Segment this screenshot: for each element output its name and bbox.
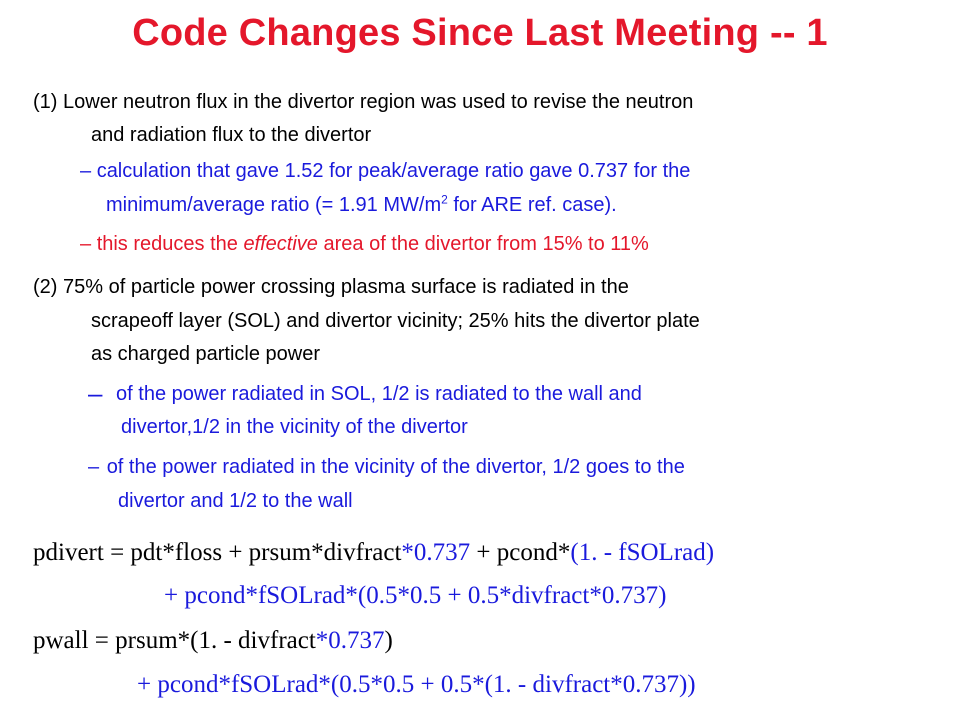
item1-subbullet1-text-b: for ARE ref. case). (447, 194, 617, 216)
item2-subbullet1-text: of the power radiated in SOL, 1/2 is rad… (116, 383, 642, 405)
superscript-2: 2 (441, 192, 448, 207)
item1-line2: and radiation flux to the divertor (91, 124, 372, 146)
dash-bullet: – (88, 378, 103, 408)
pwall-part-a: pwall = prsum*(1. - divfract (33, 627, 316, 654)
pdivert-equation-line1: pdivert = pdt*floss + prsum*divfract*0.7… (33, 539, 714, 567)
item1-subbullet2: – this reduces the effective area of the… (80, 233, 649, 256)
item1-subbullet1-text: calculation that gave 1.52 for peak/aver… (96, 160, 691, 182)
item2-line1: (2) 75% of particle power crossing plasm… (33, 276, 629, 298)
pdivert-part-b: *0.737 (401, 539, 471, 566)
item2-subbullet2-text: of the power radiated in the vicinity of… (106, 456, 685, 478)
pwall-part-c: ) (384, 627, 393, 654)
dash-bullet: – (80, 233, 92, 255)
dash-bullet: – (88, 456, 100, 478)
item2-line2: scrapeoff layer (SOL) and divertor vicin… (91, 310, 700, 332)
item1-subbullet1-text-a: minimum/average ratio (= 1.91 MW/m (106, 194, 442, 216)
item1-subbullet1-line1: – calculation that gave 1.52 for peak/av… (80, 160, 690, 183)
dash-bullet: – (80, 160, 92, 182)
pwall-part-b: *0.737 (315, 627, 385, 654)
item2-subbullet2-line2: divertor and 1/2 to the wall (118, 490, 353, 512)
slide-title: Code Changes Since Last Meeting -- 1 (132, 12, 828, 54)
pdivert-part-a: pdivert = pdt*floss + prsum*divfract (33, 539, 402, 566)
pdivert-part-c: + pcond* (470, 539, 571, 566)
pwall-equation-line2: + pcond*fSOLrad*(0.5*0.5 + 0.5*(1. - div… (137, 671, 696, 698)
item2-line3: as charged particle power (91, 343, 321, 365)
pdivert-part-d: (1. - fSOLrad) (570, 539, 715, 566)
pdivert-equation-line2: + pcond*fSOLrad*(0.5*0.5 + 0.5*divfract*… (164, 582, 667, 609)
item1-line1: (1) Lower neutron flux in the divertor r… (33, 91, 694, 113)
item1-subbullet2-text-a: this reduces the (96, 233, 244, 255)
item2-subbullet1-line1: – of the power radiated in SOL, 1/2 is r… (88, 378, 642, 409)
item1-subbullet1-line2: minimum/average ratio (= 1.91 MW/m2 for … (106, 192, 617, 217)
item2-subbullet2-line1: – of the power radiated in the vicinity … (88, 456, 685, 479)
item1-subbullet2-emphasis: effective (243, 233, 318, 255)
item2-subbullet1-line2: divertor,1/2 in the vicinity of the dive… (121, 416, 468, 438)
pwall-equation-line1: pwall = prsum*(1. - divfract*0.737) (33, 627, 393, 655)
item1-subbullet2-text-b: area of the divertor from 15% to 11% (317, 233, 649, 255)
